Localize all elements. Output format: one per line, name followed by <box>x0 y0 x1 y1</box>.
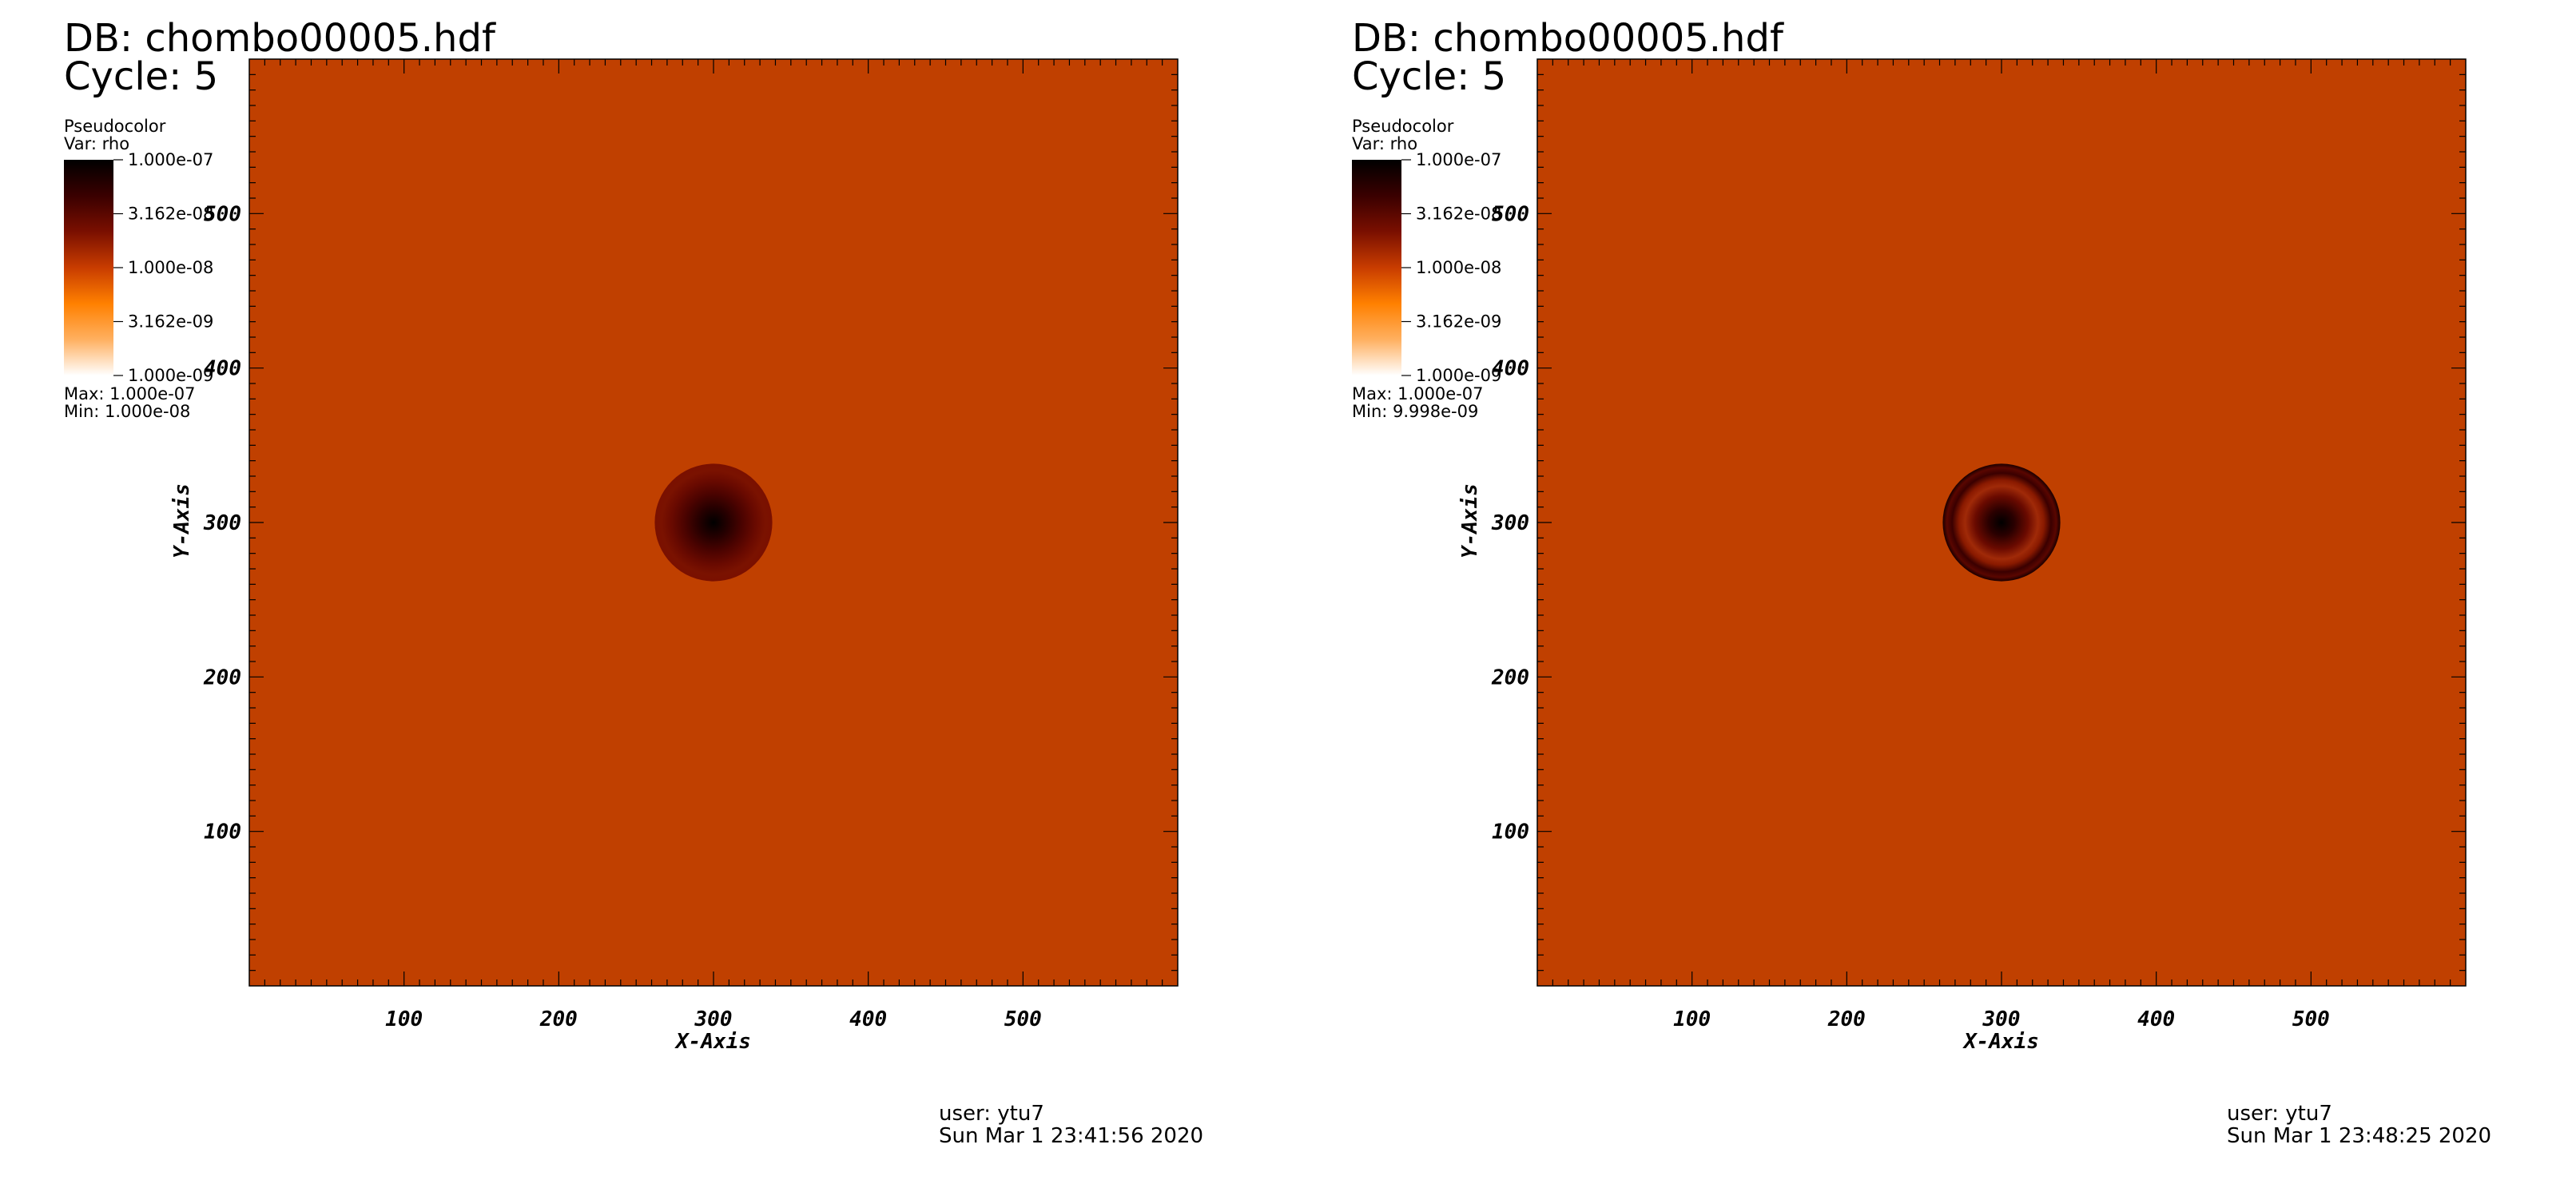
colorbar-tick-label: 1.000e-09 <box>128 366 213 385</box>
y-tick-label: 500 <box>204 202 241 226</box>
db-filename-label: DB: chombo00005.hdf <box>1352 16 1784 61</box>
legend-min-label: Min: 1.000e-08 <box>64 402 190 421</box>
footer-user: user: ytu7 <box>2227 1102 2332 1126</box>
colorbar-tick-label: 1.000e-09 <box>1416 366 1501 385</box>
x-tick-label: 400 <box>849 1007 887 1031</box>
y-tick-label: 200 <box>1491 666 1529 689</box>
legend-variable: Var: rho <box>1352 134 1417 153</box>
x-tick-label: 500 <box>1004 1007 1042 1031</box>
cycle-label: Cycle: 5 <box>64 54 218 99</box>
legend-min-label: Min: 9.998e-09 <box>1352 402 1478 421</box>
colorbar-tick-label: 3.162e-09 <box>128 312 213 332</box>
legend-max-label: Max: 1.000e-07 <box>1352 384 1484 403</box>
colorbar-tick-label: 1.000e-07 <box>128 150 213 169</box>
legend-title: Pseudocolor <box>64 117 166 136</box>
x-tick-label: 300 <box>694 1007 733 1031</box>
footer-date: Sun Mar 1 23:48:25 2020 <box>2227 1124 2491 1148</box>
colorbar-tick-label: 1.000e-08 <box>128 258 213 277</box>
y-tick-label: 200 <box>203 666 241 689</box>
x-tick-label: 200 <box>1827 1007 1866 1031</box>
x-axis-title: X-Axis <box>1962 1030 2039 1054</box>
y-tick-label: 300 <box>203 511 241 535</box>
legend-title: Pseudocolor <box>1352 117 1454 136</box>
colorbar-tick-label: 3.162e-09 <box>1416 312 1501 332</box>
y-tick-label: 400 <box>204 357 241 381</box>
legend-variable: Var: rho <box>64 134 129 153</box>
colorbar <box>1352 160 1401 375</box>
x-tick-label: 300 <box>1982 1007 2021 1031</box>
colorbar-tick-label: 1.000e-07 <box>1416 150 1501 169</box>
y-tick-label: 300 <box>1491 511 1529 535</box>
x-tick-label: 400 <box>2137 1007 2175 1031</box>
y-axis-title: Y-Axis <box>170 483 194 558</box>
x-tick-label: 200 <box>539 1007 578 1031</box>
y-tick-label: 500 <box>1492 202 1529 226</box>
x-axis-title: X-Axis <box>674 1030 751 1054</box>
colorbar <box>64 160 113 375</box>
legend-max-label: Max: 1.000e-07 <box>64 384 196 403</box>
footer-date: Sun Mar 1 23:41:56 2020 <box>939 1124 1203 1148</box>
x-tick-label: 100 <box>385 1007 423 1031</box>
cycle-label: Cycle: 5 <box>1352 54 1506 99</box>
y-tick-label: 400 <box>1492 357 1529 381</box>
y-tick-label: 100 <box>1492 820 1529 844</box>
density-disk <box>1942 463 2061 582</box>
db-filename-label: DB: chombo00005.hdf <box>64 16 496 61</box>
footer-user: user: ytu7 <box>939 1102 1044 1126</box>
density-disk <box>654 463 773 582</box>
y-axis-title: Y-Axis <box>1458 483 1482 558</box>
x-tick-label: 100 <box>1673 1007 1711 1031</box>
x-tick-label: 500 <box>2292 1007 2330 1031</box>
colorbar-tick-label: 3.162e-08 <box>1416 205 1501 224</box>
colorbar-tick-label: 3.162e-08 <box>128 205 213 224</box>
colorbar-tick-label: 1.000e-08 <box>1416 258 1501 277</box>
y-tick-label: 100 <box>204 820 241 844</box>
